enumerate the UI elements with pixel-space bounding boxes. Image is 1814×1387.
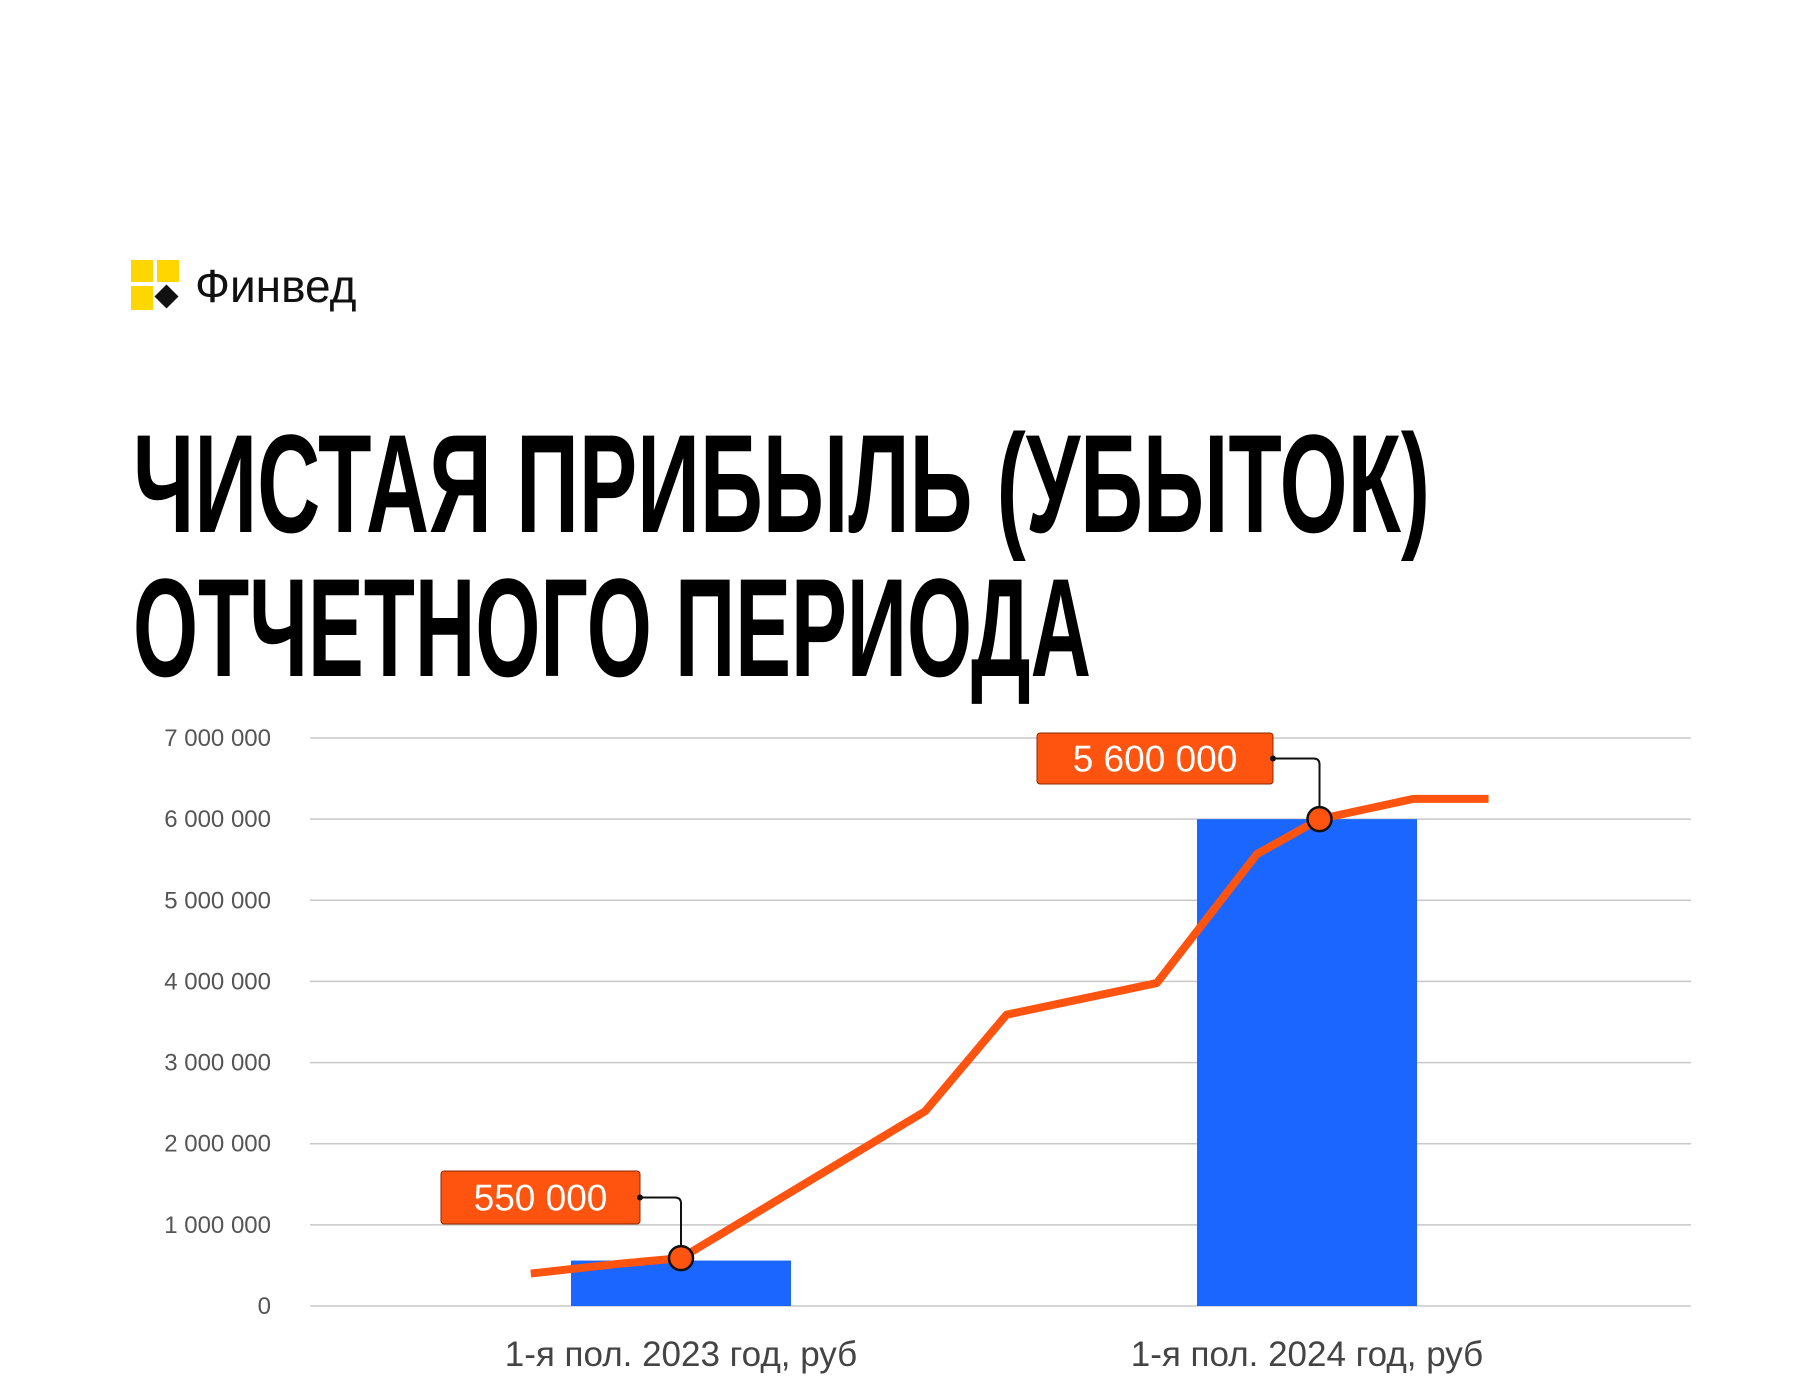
- chart-title: ОТЧЕТНОГО ПЕРИОДА: [133, 549, 1091, 706]
- annotation: 5 600 000: [1073, 739, 1238, 780]
- bar: [1197, 819, 1417, 1306]
- y-tick-label: 3 000 000: [164, 1050, 271, 1077]
- y-tick-label: 5 000 000: [164, 887, 271, 914]
- logo-icon: [131, 260, 179, 310]
- y-tick-label: 0: [258, 1293, 271, 1320]
- annotation: 550 000: [474, 1178, 608, 1219]
- trend-marker: [667, 1244, 695, 1272]
- callout-line: [1273, 757, 1321, 820]
- trend-marker: [1306, 805, 1333, 833]
- callout-dot: [1270, 755, 1276, 762]
- y-tick-label: 2 000 000: [164, 1131, 271, 1158]
- callout-line: [640, 1196, 682, 1259]
- y-tick-label: 1 000 000: [164, 1212, 271, 1239]
- y-tick-label: 6 000 000: [164, 806, 271, 833]
- trend-line: [530, 794, 1489, 1278]
- brand: Финвед: [195, 260, 357, 312]
- x-tick-label: 1-я пол. 2024 год, руб: [1131, 1335, 1483, 1374]
- chart-title: ЧИСТАЯ ПРИБЫЛЬ (УБЫТОК): [133, 405, 1430, 562]
- x-tick-label: 1-я пол. 2023 год, руб: [505, 1335, 857, 1374]
- y-tick-label: 7 000 000: [164, 725, 271, 752]
- callout-dot: [637, 1194, 643, 1201]
- y-tick-label: 4 000 000: [164, 968, 271, 995]
